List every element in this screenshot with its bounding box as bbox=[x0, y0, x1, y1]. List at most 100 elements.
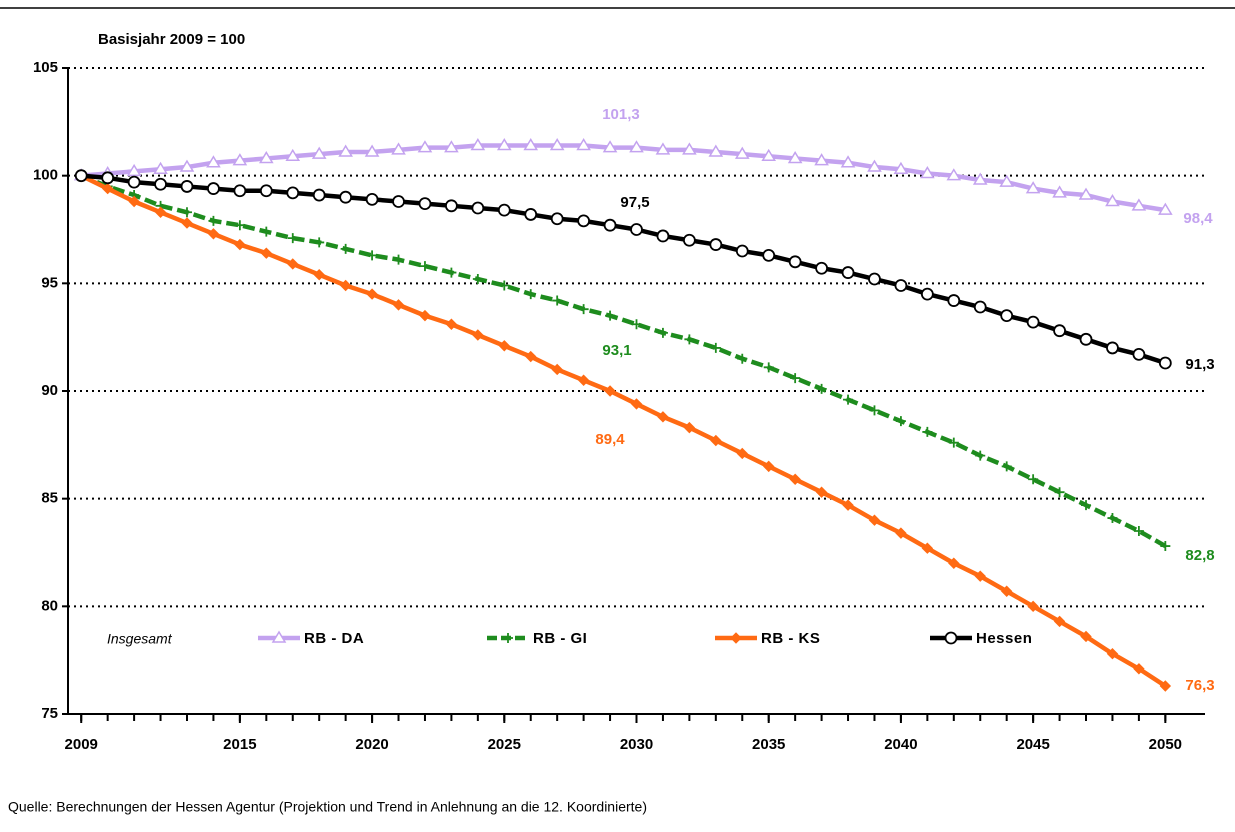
marker bbox=[153, 161, 168, 174]
marker bbox=[948, 437, 959, 448]
marker bbox=[1053, 324, 1066, 338]
marker bbox=[180, 180, 194, 193]
marker bbox=[868, 514, 881, 526]
marker bbox=[1078, 187, 1094, 200]
marker bbox=[286, 186, 300, 200]
legend-item: RB - KS bbox=[715, 630, 820, 647]
series-line bbox=[80, 173, 1167, 688]
marker bbox=[1001, 461, 1012, 472]
marker bbox=[497, 203, 511, 217]
marker bbox=[418, 197, 432, 211]
marker bbox=[417, 140, 433, 153]
marker bbox=[364, 144, 380, 157]
marker bbox=[207, 182, 220, 195]
annotation: 98,4 bbox=[1183, 210, 1213, 227]
marker bbox=[392, 299, 405, 311]
marker bbox=[922, 426, 933, 437]
marker bbox=[208, 215, 219, 226]
marker bbox=[154, 177, 167, 191]
marker bbox=[313, 269, 325, 281]
marker bbox=[602, 140, 618, 153]
marker bbox=[392, 195, 405, 208]
marker bbox=[551, 363, 563, 376]
marker bbox=[550, 212, 564, 226]
legend-label: Hessen bbox=[976, 630, 1032, 647]
marker bbox=[973, 300, 987, 314]
y-tick-label: 105 bbox=[33, 59, 58, 76]
marker bbox=[285, 148, 301, 162]
marker bbox=[524, 208, 538, 221]
x-tick-label: 2020 bbox=[355, 736, 388, 753]
annotation: 97,5 bbox=[620, 194, 649, 211]
x-tick-label: 2035 bbox=[752, 736, 785, 753]
marker bbox=[444, 140, 459, 153]
y-tick-label: 90 bbox=[41, 382, 58, 399]
marker bbox=[472, 274, 483, 285]
marker bbox=[1105, 194, 1120, 207]
marker bbox=[710, 434, 722, 447]
legend-item: RB - GI bbox=[487, 630, 587, 647]
marker bbox=[234, 238, 246, 251]
marker bbox=[841, 266, 855, 279]
annotation: 76,3 bbox=[1185, 677, 1214, 694]
marker bbox=[1027, 600, 1039, 613]
marker bbox=[603, 218, 617, 232]
marker bbox=[523, 138, 539, 151]
marker bbox=[1053, 615, 1066, 628]
marker bbox=[1000, 309, 1014, 323]
marker bbox=[1000, 585, 1013, 597]
x-tick-label: 2045 bbox=[1016, 736, 1049, 753]
marker bbox=[128, 195, 140, 208]
marker bbox=[763, 362, 774, 373]
marker bbox=[815, 261, 828, 275]
marker bbox=[840, 155, 856, 168]
marker bbox=[470, 138, 486, 151]
marker bbox=[74, 169, 88, 183]
marker bbox=[471, 201, 485, 215]
marker bbox=[737, 353, 748, 364]
marker bbox=[496, 138, 512, 151]
marker bbox=[260, 247, 273, 259]
marker bbox=[682, 142, 697, 155]
marker bbox=[338, 144, 353, 157]
marker bbox=[340, 243, 351, 254]
marker bbox=[446, 267, 457, 278]
marker bbox=[761, 148, 777, 162]
marker bbox=[101, 171, 115, 185]
marker bbox=[576, 138, 591, 151]
marker bbox=[683, 421, 696, 434]
marker bbox=[258, 150, 274, 164]
marker bbox=[655, 142, 671, 155]
annotation: 93,1 bbox=[602, 342, 631, 359]
marker bbox=[869, 405, 880, 416]
marker bbox=[605, 310, 616, 321]
y-tick-label: 85 bbox=[41, 490, 58, 507]
marker bbox=[549, 138, 565, 151]
y-tick-label: 100 bbox=[33, 167, 58, 184]
marker bbox=[525, 289, 536, 300]
marker bbox=[944, 631, 958, 645]
marker bbox=[948, 557, 960, 569]
y-tick-label: 95 bbox=[41, 274, 58, 291]
marker bbox=[525, 350, 537, 363]
x-tick-label: 2025 bbox=[488, 736, 521, 753]
marker bbox=[709, 238, 723, 251]
marker bbox=[710, 342, 721, 353]
marker bbox=[287, 258, 299, 270]
marker bbox=[1158, 356, 1172, 370]
marker bbox=[946, 168, 962, 181]
marker bbox=[577, 374, 590, 386]
marker bbox=[999, 174, 1015, 187]
x-tick-label: 2009 bbox=[65, 736, 98, 753]
marker bbox=[975, 450, 986, 461]
x-tick-label: 2040 bbox=[884, 736, 917, 753]
marker bbox=[312, 188, 326, 202]
source-note: Quelle: Berechnungen der Hessen Agentur … bbox=[8, 799, 647, 815]
marker bbox=[314, 237, 325, 248]
marker bbox=[259, 184, 273, 198]
marker bbox=[920, 166, 935, 179]
marker bbox=[181, 217, 193, 229]
marker bbox=[1079, 332, 1093, 346]
marker bbox=[1133, 663, 1145, 675]
